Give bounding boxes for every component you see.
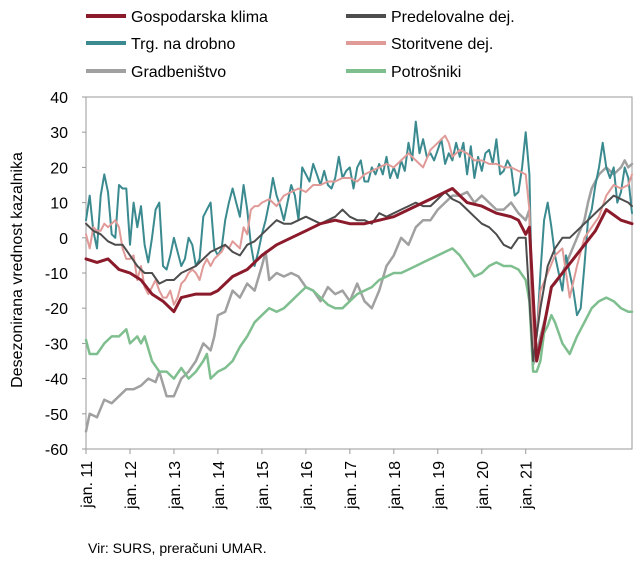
x-tick-label: jan. 12 xyxy=(123,461,140,510)
y-tick-label: 40 xyxy=(50,90,68,107)
x-tick-label: jan. 17 xyxy=(343,461,360,510)
series-line-5 xyxy=(84,247,634,380)
legend: Gospodarska klima Predelovalne dej. Trg. n… xyxy=(86,9,515,81)
series-line-1 xyxy=(85,191,633,362)
x-tick-label: jan. 21 xyxy=(519,461,536,510)
source-note: Vir: SURS, preračuni UMAR. xyxy=(88,540,267,556)
series-line-3 xyxy=(85,134,633,355)
x-tick-label: jan. 18 xyxy=(387,461,404,510)
y-axis: 40 30 20 10 0 -10 -20 -30 -40 -50 -60 xyxy=(45,90,86,459)
y-tick-label: -10 xyxy=(45,266,68,283)
y-tick-label: 20 xyxy=(50,160,68,177)
y-axis-label: Desezonirana vrednost kazalnika xyxy=(9,152,26,388)
y-tick-label: -50 xyxy=(45,407,68,424)
legend-label: Trg. na drobno xyxy=(131,36,235,53)
legend-label: Gradbeništvo xyxy=(131,64,226,81)
x-tick-label: jan. 14 xyxy=(211,461,228,510)
series-line-2 xyxy=(85,120,633,352)
series-line-0 xyxy=(84,187,634,363)
y-tick-label: -40 xyxy=(45,372,68,389)
x-tick-label: jan. 11 xyxy=(79,461,96,509)
y-tick-label: -20 xyxy=(45,301,68,318)
legend-label: Potrošniki xyxy=(391,64,461,81)
y-tick-label: 30 xyxy=(50,125,68,142)
series-lines xyxy=(84,120,634,433)
y-tick-label: -30 xyxy=(45,336,68,353)
legend-label: Gospodarska klima xyxy=(131,9,268,26)
y-tick-label: 0 xyxy=(59,231,68,248)
legend-label: Predelovalne dej. xyxy=(391,9,515,26)
x-tick-label: jan. 19 xyxy=(431,461,448,510)
y-tick-label: -60 xyxy=(45,442,68,459)
legend-label: Storitvene dej. xyxy=(391,36,493,53)
x-axis: jan. 11 jan. 12 jan. 13 jan. 14 jan. 15 jan. … xyxy=(79,449,536,510)
x-tick-label: jan. 16 xyxy=(299,461,316,510)
x-tick-label: jan. 20 xyxy=(475,461,492,510)
x-tick-label: jan. 13 xyxy=(167,461,184,510)
y-tick-label: 10 xyxy=(50,196,68,213)
x-tick-label: jan. 15 xyxy=(255,461,272,510)
